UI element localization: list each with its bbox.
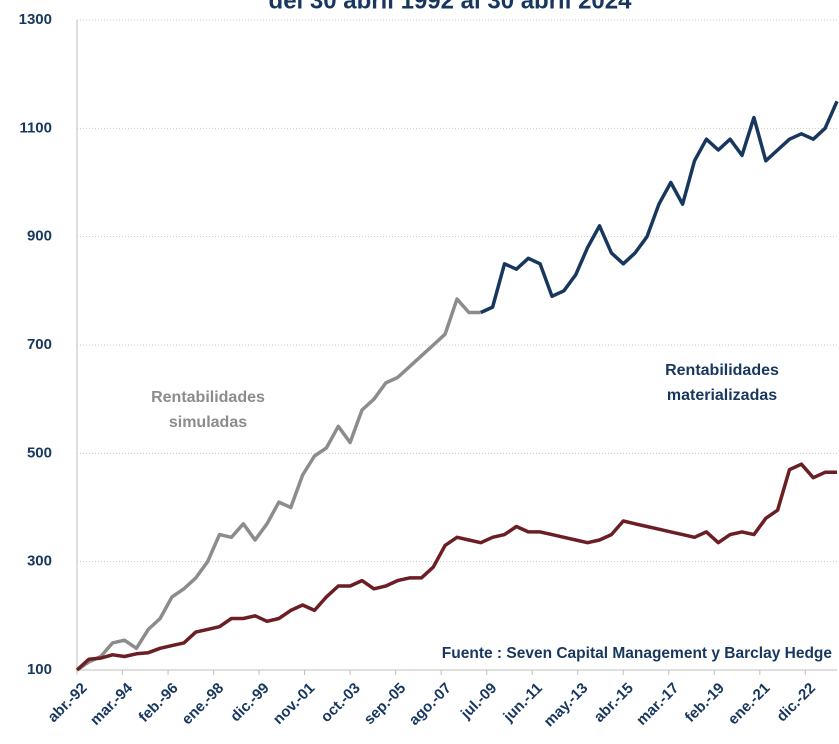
y-tick-label: 700 [27, 336, 52, 353]
y-tick-label: 900 [27, 228, 52, 245]
annotation: Fuente : Seven Capital Management y Barc… [442, 645, 833, 662]
y-tick-label: 1300 [19, 11, 52, 28]
y-tick-label: 100 [27, 661, 52, 678]
chart-title: del 30 abril 1992 al 30 abril 2024 [269, 0, 633, 14]
x-tick-label: feb.-96 [135, 680, 181, 726]
x-tick-label: oct.-03 [318, 680, 364, 726]
x-tick-label: feb.-19 [682, 680, 728, 726]
x-tick-label: nov.-01 [270, 680, 318, 728]
x-tick-label: jul.-09 [457, 680, 500, 723]
x-tick-label: may.-13 [541, 680, 592, 731]
y-tick-label: 1100 [19, 119, 52, 136]
annotation: materializadas [667, 387, 777, 404]
x-tick-label: ene.-21 [725, 680, 774, 729]
x-tick-label: dic.-22 [773, 680, 819, 726]
series-line [480, 100, 839, 315]
y-tick-label: 500 [27, 444, 52, 461]
x-tick-label: abr.-15 [591, 680, 637, 726]
x-tick-label: abr.-92 [44, 680, 90, 726]
annotation: simuladas [169, 414, 247, 431]
x-tick-label: mar.-94 [87, 679, 137, 729]
x-tick-label: jun.-11 [500, 680, 546, 726]
annotation: Rentabilidades [665, 362, 779, 379]
y-tick-label: 300 [27, 553, 52, 570]
x-tick-label: mar.-17 [633, 680, 682, 729]
series-line [75, 462, 837, 672]
x-tick-label: sep.-05 [361, 680, 410, 729]
annotation: Rentabilidades [151, 389, 265, 406]
x-tick-label: ago.-07 [406, 680, 455, 729]
x-tick-label: ene.-98 [179, 680, 228, 729]
x-tick-label: dic.-99 [227, 680, 273, 726]
series-line [76, 297, 481, 672]
